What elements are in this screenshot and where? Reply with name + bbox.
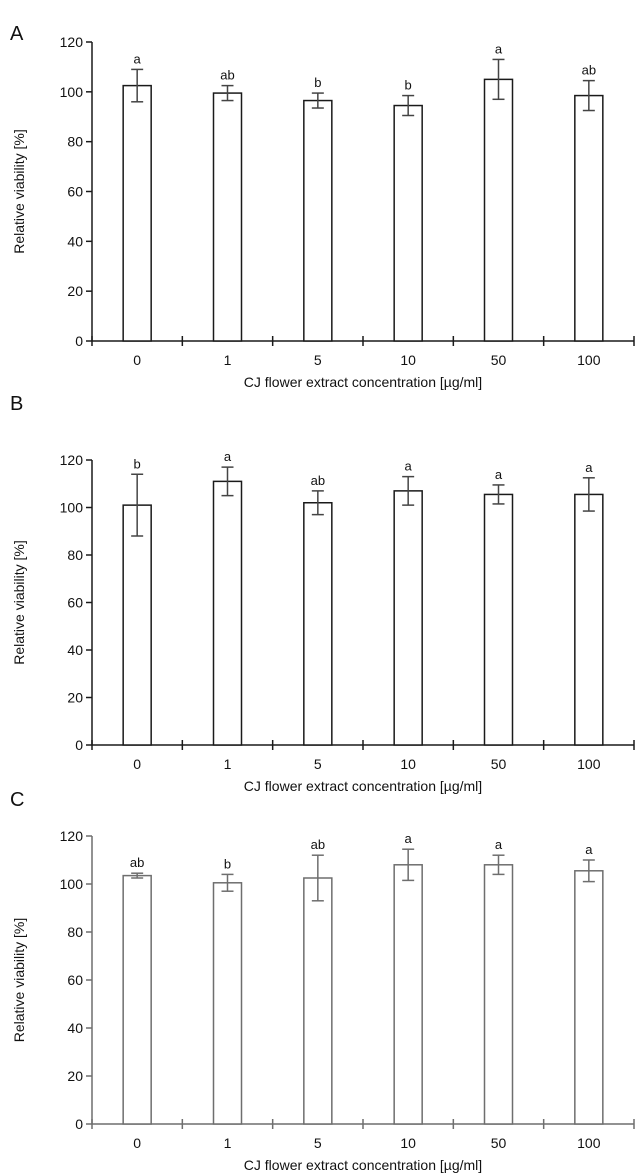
panel-label: C — [10, 789, 24, 811]
y-axis-title: Relative viability [%] — [11, 129, 27, 254]
significance-label: b — [134, 456, 141, 471]
bar — [393, 104, 423, 342]
significance-label: a — [585, 460, 593, 475]
bar — [483, 78, 514, 342]
y-tick-label: 100 — [60, 500, 84, 516]
x-axis-title: CJ flower extract concentration [µg/ml] — [244, 1157, 482, 1173]
y-tick-label: 0 — [75, 1116, 83, 1132]
y-tick-label: 120 — [60, 34, 84, 50]
x-tick-label: 5 — [314, 1135, 322, 1151]
bar — [122, 874, 152, 1125]
x-tick-label: 5 — [314, 352, 322, 368]
significance-label: a — [405, 831, 413, 846]
significance-label: a — [134, 51, 142, 66]
significance-label: a — [495, 467, 503, 482]
bar — [303, 877, 333, 1125]
bar — [303, 502, 333, 746]
y-tick-label: 40 — [67, 642, 83, 658]
x-tick-label: 50 — [491, 756, 507, 772]
chart-panel-c: C 0 20 40 60 80 100 120 ab 0 b 1 ab 5 a 10 a 50 a 100 CJ flo… — [10, 789, 635, 1173]
y-axis-title: Relative viability [%] — [11, 540, 27, 665]
significance-label: a — [224, 449, 232, 464]
bar — [574, 493, 604, 746]
y-tick-label: 80 — [67, 547, 83, 563]
x-tick-label: 5 — [314, 756, 322, 772]
bar — [212, 480, 243, 746]
x-tick-label: 100 — [577, 352, 601, 368]
x-tick-label: 50 — [491, 352, 507, 368]
significance-label: ab — [220, 68, 234, 83]
y-axis-title: Relative viability [%] — [11, 918, 27, 1043]
x-axis-title: CJ flower extract concentration [µg/ml] — [244, 374, 482, 390]
y-tick-label: 100 — [60, 84, 84, 100]
x-tick-label: 100 — [577, 756, 601, 772]
chart-panel-b: B 0 20 40 60 80 100 120 b 0 a 1 ab 5 a 10 a 50 a 100 CJ flow… — [10, 393, 635, 794]
significance-label: b — [224, 856, 231, 871]
x-tick-label: 10 — [400, 756, 416, 772]
bar — [303, 99, 333, 342]
y-tick-label: 60 — [67, 972, 83, 988]
bar — [393, 490, 423, 746]
bar — [212, 92, 243, 342]
bar — [212, 882, 243, 1125]
x-tick-label: 50 — [491, 1135, 507, 1151]
significance-label: b — [405, 78, 412, 93]
x-axis-title: CJ flower extract concentration [µg/ml] — [244, 778, 482, 794]
x-tick-label: 0 — [133, 1135, 141, 1151]
significance-label: ab — [311, 473, 325, 488]
y-tick-label: 0 — [75, 333, 83, 349]
bar — [574, 94, 604, 342]
chart-panel-a: A 0 20 40 60 80 100 120 a 0 ab 1 b 5 b 10 a 50 ab 100 CJ flo… — [10, 23, 635, 390]
y-tick-label: 120 — [60, 828, 84, 844]
bar — [483, 493, 514, 746]
bar — [393, 864, 423, 1125]
x-tick-label: 0 — [133, 352, 141, 368]
significance-label: a — [495, 837, 503, 852]
x-tick-label: 0 — [133, 756, 141, 772]
significance-label: ab — [130, 855, 144, 870]
y-tick-label: 20 — [67, 690, 83, 706]
y-tick-label: 20 — [67, 283, 83, 299]
panel-label: B — [10, 393, 23, 415]
panel-label: A — [10, 23, 24, 45]
x-tick-label: 1 — [224, 1135, 232, 1151]
significance-label: ab — [311, 837, 325, 852]
bar — [122, 84, 152, 342]
x-tick-label: 100 — [577, 1135, 601, 1151]
y-tick-label: 80 — [67, 134, 83, 150]
significance-label: ab — [582, 63, 596, 78]
y-tick-label: 40 — [67, 233, 83, 249]
significance-label: b — [314, 75, 321, 90]
y-tick-label: 20 — [67, 1068, 83, 1084]
y-tick-label: 80 — [67, 924, 83, 940]
y-tick-label: 120 — [60, 452, 84, 468]
y-tick-label: 40 — [67, 1020, 83, 1036]
significance-label: a — [405, 459, 413, 474]
y-tick-label: 60 — [67, 184, 83, 200]
significance-label: a — [585, 842, 593, 857]
y-tick-label: 0 — [75, 737, 83, 753]
x-tick-label: 10 — [400, 352, 416, 368]
y-tick-label: 60 — [67, 595, 83, 611]
bar — [483, 864, 514, 1125]
significance-label: a — [495, 41, 503, 56]
y-tick-label: 100 — [60, 876, 84, 892]
x-tick-label: 10 — [400, 1135, 416, 1151]
bar — [574, 870, 604, 1125]
bar — [122, 504, 152, 746]
x-tick-label: 1 — [224, 756, 232, 772]
x-tick-label: 1 — [224, 352, 232, 368]
